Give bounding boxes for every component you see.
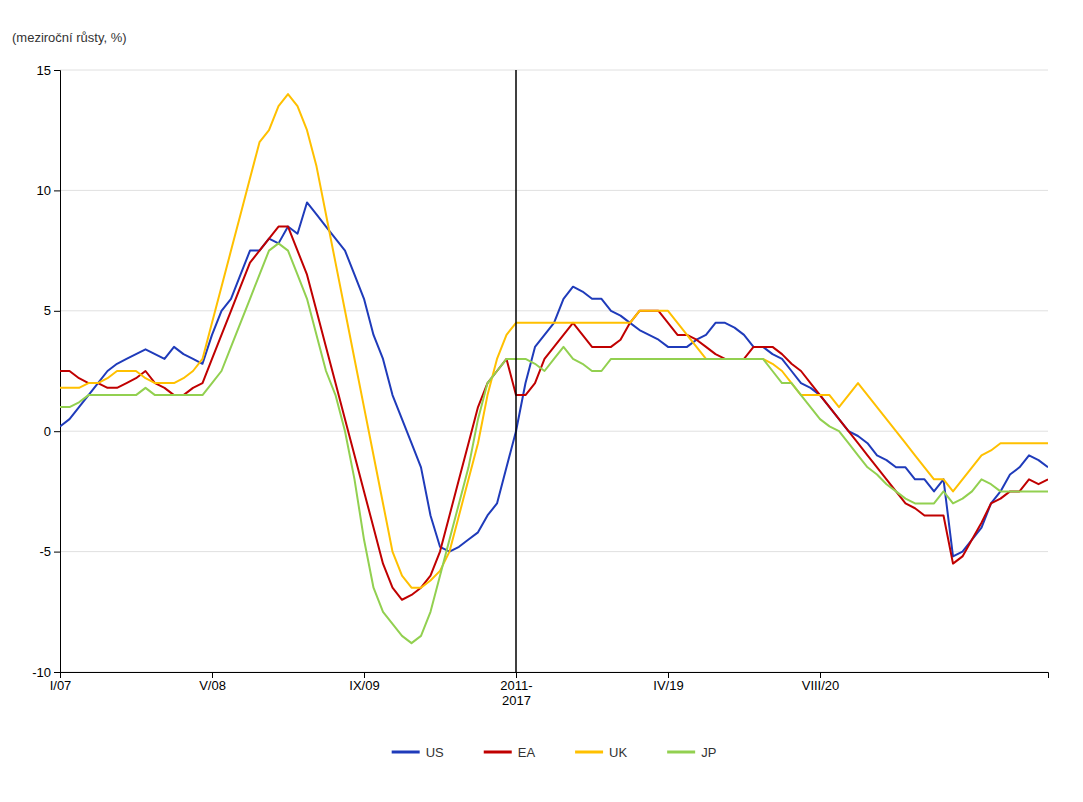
y-tick-label: -10 bbox=[32, 665, 51, 680]
legend-label: UK bbox=[609, 745, 627, 760]
grid-line bbox=[60, 431, 1048, 432]
legend-swatch bbox=[575, 751, 603, 754]
y-tick: 10 bbox=[37, 183, 60, 198]
plot: -10 -5 0 5 10 15 I/07 V/08 IX/09 2011-2017 IV/19 VI… bbox=[32, 63, 1048, 709]
legend-item: EA bbox=[484, 745, 536, 760]
series-line bbox=[60, 227, 1048, 600]
legend-label: US bbox=[426, 745, 444, 760]
grid-line bbox=[60, 190, 1048, 191]
y-tick-mark bbox=[54, 70, 60, 71]
marks bbox=[60, 70, 1048, 672]
x-tick-mark bbox=[516, 672, 517, 678]
x-tick: VIII/20 bbox=[802, 672, 840, 693]
x-axis-line bbox=[61, 673, 1049, 679]
legend-swatch bbox=[392, 751, 420, 754]
grid-line bbox=[60, 310, 1048, 311]
y-tick-mark bbox=[54, 431, 60, 432]
y-tick-label: 0 bbox=[44, 424, 51, 439]
y-tick: 15 bbox=[37, 63, 60, 78]
x-tick: IV/19 bbox=[653, 672, 683, 693]
x-tick: IX/09 bbox=[349, 672, 379, 693]
x-tick-mark bbox=[364, 672, 365, 678]
y-tick-mark bbox=[54, 190, 60, 191]
vertical-line bbox=[515, 70, 517, 672]
x-tick-label: I/07 bbox=[50, 678, 72, 693]
x-tick-mark bbox=[212, 672, 213, 678]
x-tick-label: VIII/20 bbox=[802, 678, 840, 693]
grid-line bbox=[60, 551, 1048, 552]
y-tick-mark bbox=[54, 672, 60, 673]
series-line bbox=[60, 94, 1048, 588]
grid-line bbox=[60, 70, 1048, 71]
x-tick-label: V/08 bbox=[199, 678, 226, 693]
y-axis: -10 -5 0 5 10 15 bbox=[32, 63, 60, 680]
x-axis: I/07 V/08 IX/09 2011-2017 IV/19 VIII/20 bbox=[50, 672, 1049, 708]
series-line bbox=[60, 202, 1048, 556]
x-tick-label: IV/19 bbox=[653, 678, 683, 693]
legend-label: EA bbox=[518, 745, 536, 760]
y-label: (meziroční růsty, %) bbox=[12, 30, 127, 45]
series-line bbox=[60, 243, 1048, 643]
legend: US EA UK JP bbox=[392, 745, 717, 760]
chart: -10 -5 0 5 10 15 I/07 V/08 IX/09 2011-2017 IV/19 VI… bbox=[0, 0, 1083, 802]
y-tick-mark bbox=[54, 311, 60, 312]
x-tick: I/07 bbox=[50, 672, 72, 693]
x-tick-mark bbox=[668, 672, 669, 678]
legend-swatch bbox=[667, 751, 695, 754]
x-tick-mark bbox=[820, 672, 821, 678]
y-tick-mark bbox=[54, 552, 60, 553]
y-axis-line bbox=[54, 71, 61, 673]
legend-swatch bbox=[484, 751, 512, 754]
x-tick: V/08 bbox=[199, 672, 226, 693]
y-tick: 0 bbox=[44, 424, 60, 439]
y-tick-label: 10 bbox=[37, 183, 51, 198]
legend-item: JP bbox=[667, 745, 716, 760]
y-tick-label: -5 bbox=[39, 544, 51, 559]
y-tick: -5 bbox=[39, 544, 60, 559]
legend-label: JP bbox=[701, 745, 716, 760]
y-tick: 5 bbox=[44, 303, 60, 318]
y-tick-label: 5 bbox=[44, 303, 51, 318]
legend-item: US bbox=[392, 745, 444, 760]
grid bbox=[60, 70, 1048, 672]
x-tick-label: 2011-2017 bbox=[500, 678, 532, 708]
x-tick-mark bbox=[60, 672, 61, 678]
y-tick-label: 15 bbox=[37, 63, 51, 78]
x-tick: 2011-2017 bbox=[500, 672, 532, 708]
legend-item: UK bbox=[575, 745, 627, 760]
x-tick-label: IX/09 bbox=[349, 678, 379, 693]
